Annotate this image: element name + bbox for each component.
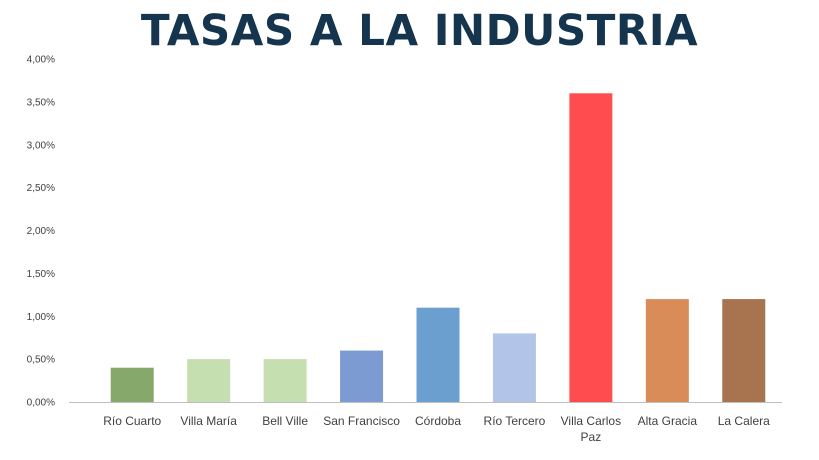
y-tick-label: 3,00%: [27, 140, 55, 151]
x-tick-label: Villa María: [180, 414, 237, 428]
bar-río-tercero: [492, 333, 536, 402]
bar-córdoba: [416, 307, 460, 402]
x-tick-label: Río Tercero: [484, 414, 546, 428]
bar-río-cuarto: [110, 367, 154, 402]
x-tick-label: Bell Ville: [262, 414, 308, 428]
bar-la-calera: [722, 299, 766, 402]
bar-villa-maría: [187, 359, 231, 402]
x-tick-label: Alta Gracia: [638, 414, 698, 428]
y-tick-label: 3,50%: [27, 97, 55, 108]
x-tick-label: San Francisco: [323, 414, 400, 428]
y-tick-label: 1,50%: [27, 269, 55, 280]
chart-title: TASAS A LA INDUSTRIA: [140, 6, 699, 56]
bar-alta-gracia: [645, 299, 689, 402]
x-tick-label: Córdoba: [415, 414, 461, 428]
y-tick-label: 4,00%: [27, 55, 55, 66]
y-tick-label: 1,00%: [27, 312, 55, 323]
x-tick-label: Río Cuarto: [103, 414, 161, 428]
y-tick-label: 2,00%: [27, 226, 55, 237]
y-tick-label: 2,50%: [27, 183, 55, 194]
bar-bell-ville: [263, 359, 307, 402]
x-tick-label: La Calera: [718, 414, 770, 428]
y-tick-label: 0,00%: [27, 398, 55, 409]
y-tick-label: 0,50%: [27, 355, 55, 366]
x-tick-label: Villa Carlos Paz: [561, 414, 621, 444]
bar-san-francisco: [340, 350, 384, 402]
bar-villa-carlos-paz: [569, 93, 613, 403]
